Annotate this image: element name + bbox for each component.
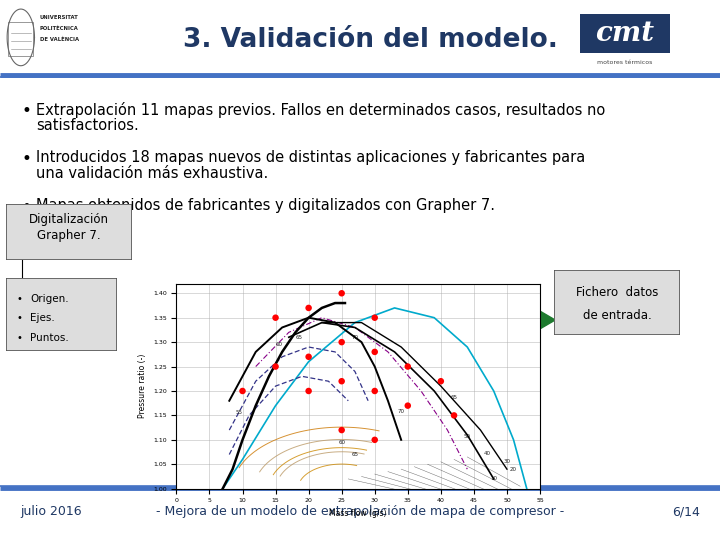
Text: 70: 70 <box>351 335 359 340</box>
Text: julio 2016: julio 2016 <box>20 505 81 518</box>
Point <box>270 313 282 322</box>
Text: 70: 70 <box>397 409 405 414</box>
Text: Origen.: Origen. <box>30 294 69 303</box>
Text: 65: 65 <box>451 395 457 400</box>
Text: 65: 65 <box>295 335 302 340</box>
Point <box>336 377 348 386</box>
Point <box>369 348 380 356</box>
Text: Puntos.: Puntos. <box>30 333 69 343</box>
Point <box>303 303 315 312</box>
Text: Introducidos 18 mapas nuevos de distintas aplicaciones y fabricantes para: Introducidos 18 mapas nuevos de distinta… <box>36 150 585 165</box>
Text: 20: 20 <box>510 467 517 471</box>
Y-axis label: Pressure ratio (-): Pressure ratio (-) <box>138 354 148 418</box>
Text: cmt: cmt <box>595 19 654 46</box>
Text: Ejes.: Ejes. <box>30 313 55 323</box>
Point <box>435 377 446 386</box>
Text: Mapas obtenidos de fabricantes y digitalizados con Grapher 7.: Mapas obtenidos de fabricantes y digital… <box>36 198 495 213</box>
Text: Grapher 7.: Grapher 7. <box>37 229 101 242</box>
Text: Extrapolación 11 mapas previos. Fallos en determinados casos, resultados no: Extrapolación 11 mapas previos. Fallos e… <box>36 102 606 118</box>
Point <box>369 387 380 395</box>
Point <box>369 436 380 444</box>
Point <box>402 362 413 371</box>
Text: - Mejora de un modelo de extrapolación de mapa de compresor -: - Mejora de un modelo de extrapolación d… <box>156 505 564 518</box>
Text: 10: 10 <box>490 476 498 482</box>
Text: UNIVERSITAT: UNIVERSITAT <box>40 15 78 19</box>
Point <box>270 362 282 371</box>
Text: satisfactorios.: satisfactorios. <box>36 118 139 133</box>
Text: 50: 50 <box>464 434 471 440</box>
Text: 65: 65 <box>351 452 359 457</box>
Text: 30: 30 <box>503 460 510 464</box>
Text: POLITÈCNICA: POLITÈCNICA <box>40 26 78 31</box>
Text: •: • <box>22 198 32 216</box>
Point <box>303 353 315 361</box>
Point <box>237 387 248 395</box>
Point <box>449 411 460 420</box>
Text: 40: 40 <box>484 451 490 456</box>
FancyBboxPatch shape <box>580 14 670 53</box>
Text: DE VALÈNCIA: DE VALÈNCIA <box>40 37 79 42</box>
Text: de entrada.: de entrada. <box>583 309 652 322</box>
Text: 60: 60 <box>338 440 345 445</box>
Text: 55: 55 <box>235 410 243 415</box>
Text: Digitalización: Digitalización <box>29 213 109 226</box>
Text: 6/14: 6/14 <box>672 505 700 518</box>
Point <box>336 289 348 298</box>
Point <box>369 313 380 322</box>
Text: •: • <box>17 294 23 303</box>
FancyBboxPatch shape <box>6 204 132 260</box>
FancyBboxPatch shape <box>6 278 117 351</box>
Bar <box>9 22 33 56</box>
Text: 60: 60 <box>275 342 282 347</box>
Text: motores térmicos: motores térmicos <box>598 60 652 65</box>
Text: •: • <box>22 150 32 168</box>
Text: •: • <box>17 313 23 323</box>
FancyBboxPatch shape <box>554 270 680 335</box>
Point <box>303 387 315 395</box>
Point <box>336 426 348 434</box>
Text: •: • <box>22 102 32 120</box>
Text: una validación más exhaustiva.: una validación más exhaustiva. <box>36 166 269 181</box>
X-axis label: Mass flow (g/s): Mass flow (g/s) <box>330 509 387 518</box>
Text: 3. Validación del modelo.: 3. Validación del modelo. <box>183 27 557 53</box>
Text: •: • <box>17 333 23 343</box>
FancyArrowPatch shape <box>539 310 555 330</box>
Text: Fichero  datos: Fichero datos <box>576 286 659 299</box>
Point <box>402 401 413 410</box>
Point <box>336 338 348 347</box>
